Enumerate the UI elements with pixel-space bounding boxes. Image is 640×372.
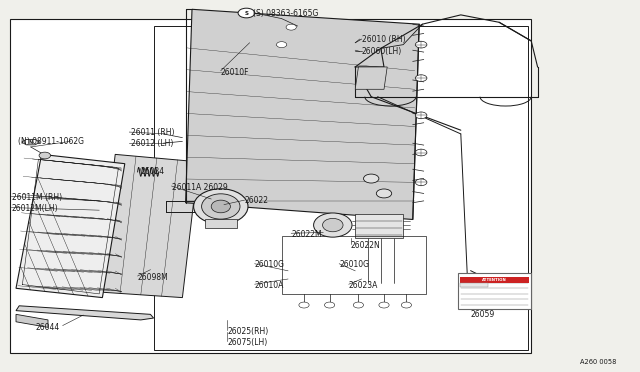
Ellipse shape: [211, 200, 230, 213]
Circle shape: [299, 302, 309, 308]
Polygon shape: [355, 67, 387, 89]
Text: 26022: 26022: [244, 196, 269, 205]
Text: 26012M(LH): 26012M(LH): [12, 204, 58, 213]
Circle shape: [353, 302, 364, 308]
Text: S: S: [244, 10, 248, 16]
Bar: [460, 283, 488, 287]
Circle shape: [415, 41, 427, 48]
Text: 26059: 26059: [470, 310, 495, 319]
Polygon shape: [22, 140, 40, 145]
Text: 26010G: 26010G: [339, 260, 369, 269]
Text: A260 0058: A260 0058: [580, 359, 616, 365]
Text: 26010G: 26010G: [255, 260, 285, 269]
Bar: [460, 277, 529, 283]
Circle shape: [376, 189, 392, 198]
Circle shape: [39, 152, 51, 159]
Polygon shape: [99, 154, 198, 298]
Text: (S) 08363-6165G: (S) 08363-6165G: [253, 9, 318, 17]
Polygon shape: [16, 154, 125, 298]
Polygon shape: [186, 9, 419, 219]
Text: 26025(RH): 26025(RH): [227, 327, 268, 336]
Circle shape: [415, 75, 427, 81]
Text: (N) 08911-1062G: (N) 08911-1062G: [18, 137, 84, 146]
Text: 26044: 26044: [35, 323, 60, 332]
Circle shape: [401, 302, 412, 308]
Text: 26075(LH): 26075(LH): [227, 339, 268, 347]
Circle shape: [415, 112, 427, 119]
Ellipse shape: [323, 218, 343, 232]
Bar: [10, 19, 531, 353]
Circle shape: [415, 179, 427, 186]
Circle shape: [364, 174, 379, 183]
Text: 26024: 26024: [141, 167, 165, 176]
Text: ATTENTION: ATTENTION: [482, 278, 507, 282]
Circle shape: [324, 302, 335, 308]
Text: N: N: [29, 140, 33, 145]
Circle shape: [276, 42, 287, 48]
Text: 26022M: 26022M: [291, 230, 322, 239]
Bar: [205, 219, 237, 228]
Text: 26060(LH): 26060(LH): [362, 47, 402, 56]
Text: 26010 (RH): 26010 (RH): [362, 35, 405, 44]
Bar: [282, 236, 426, 294]
Text: 26011A 26029: 26011A 26029: [172, 183, 227, 192]
Circle shape: [379, 302, 389, 308]
Text: 26011M (RH): 26011M (RH): [12, 193, 61, 202]
Bar: [458, 273, 531, 309]
Text: 26011 (RH): 26011 (RH): [131, 128, 175, 137]
Circle shape: [238, 8, 255, 18]
Circle shape: [415, 149, 427, 156]
Ellipse shape: [314, 213, 352, 237]
Text: 26010A: 26010A: [255, 281, 284, 290]
Text: 26010F: 26010F: [221, 68, 250, 77]
Polygon shape: [16, 314, 48, 327]
Text: 26098M: 26098M: [138, 273, 168, 282]
Text: 26012 (LH): 26012 (LH): [131, 139, 173, 148]
Ellipse shape: [202, 194, 240, 219]
Polygon shape: [16, 306, 154, 320]
Text: 26023A: 26023A: [349, 281, 378, 290]
Bar: [154, 26, 528, 350]
Ellipse shape: [193, 189, 248, 224]
Circle shape: [286, 24, 296, 30]
Text: 26022N: 26022N: [351, 241, 380, 250]
Bar: [355, 214, 403, 238]
